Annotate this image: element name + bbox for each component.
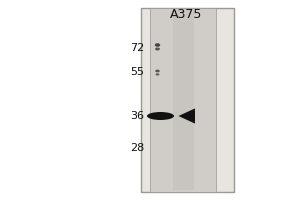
Bar [141,8,234,192]
Text: 28: 28 [130,143,144,153]
Bar [150,8,216,192]
Text: 72: 72 [130,43,144,53]
Ellipse shape [155,47,160,50]
Ellipse shape [156,73,160,76]
Ellipse shape [155,70,160,72]
Ellipse shape [147,112,174,120]
Ellipse shape [155,43,160,47]
Text: 36: 36 [130,111,144,121]
Text: A375: A375 [170,7,202,21]
Text: 55: 55 [130,67,144,77]
Polygon shape [178,108,195,124]
Bar [172,10,194,190]
